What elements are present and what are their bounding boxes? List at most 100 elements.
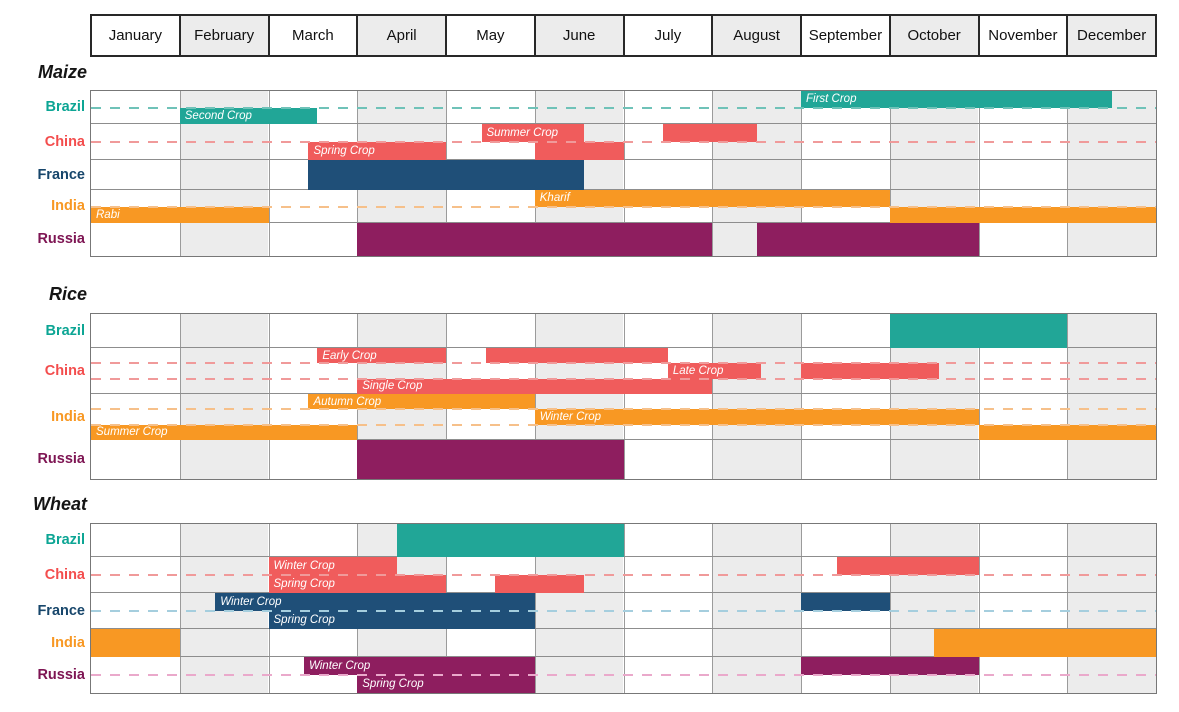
grid-row xyxy=(91,314,1156,348)
month-header-cell: July xyxy=(622,16,712,55)
country-label: Brazil xyxy=(45,532,86,548)
dashed-line xyxy=(91,574,1156,576)
section-grid: Early Crop Late Crop Single Crop Autumn Cro… xyxy=(90,313,1157,480)
dashed-line xyxy=(91,610,1156,612)
crop-bar: Summer Crop xyxy=(481,124,584,142)
grid-column xyxy=(268,314,358,479)
grid-row: Winter Crop Spring Crop xyxy=(91,557,1156,593)
grid-column xyxy=(623,314,713,479)
month-header-cell: September xyxy=(800,16,889,55)
section-title: Rice xyxy=(48,284,87,304)
dashed-line xyxy=(91,141,1156,143)
bar-label: Spring Crop xyxy=(273,614,335,626)
crop-bar xyxy=(485,348,668,364)
dashed-line xyxy=(91,423,1156,426)
crop-bar: Spring Crop xyxy=(268,611,535,629)
bar-label: Winter Crop xyxy=(220,596,282,608)
country-label: Brazil xyxy=(45,323,86,339)
country-label: Russia xyxy=(37,451,85,467)
bar-label: Late Crop xyxy=(672,364,724,377)
bar-label: Winter Crop xyxy=(539,410,601,423)
country-label: France xyxy=(37,167,85,183)
bar-label: Early Crop xyxy=(322,349,377,362)
crop-bar xyxy=(801,363,939,379)
crop-bar xyxy=(836,557,979,575)
crop-bar xyxy=(494,575,584,593)
grid-column xyxy=(712,314,801,479)
month-header-cell: October xyxy=(888,16,978,55)
dashed-line xyxy=(91,362,1156,365)
bar-label: Rabi xyxy=(96,208,120,221)
month-header-cell: January xyxy=(108,27,163,44)
grid-column xyxy=(1067,524,1156,693)
crop-bar xyxy=(978,424,1156,440)
dashed-line xyxy=(91,674,1156,676)
grid-column xyxy=(801,91,890,256)
crop-bar: Summer Crop xyxy=(91,424,358,440)
section-grid: First Crop Second Crop Summer Crop Spring C… xyxy=(90,90,1157,257)
crop-bar xyxy=(663,124,757,142)
crop-bar: Rabi xyxy=(91,206,269,223)
bar-label: First Crop xyxy=(806,93,857,106)
country-label: China xyxy=(44,567,85,583)
month-header: January February March April May June July Augu… xyxy=(90,14,1157,57)
bar-label: Spring Crop xyxy=(273,578,335,590)
crop-bar xyxy=(91,629,180,657)
country-label: India xyxy=(51,409,85,425)
grid-row xyxy=(91,524,1156,557)
bar-label: Autumn Crop xyxy=(313,395,382,408)
crop-bar xyxy=(889,314,1068,348)
crop-bar: Late Crop xyxy=(667,363,762,379)
month-header-cell: April xyxy=(356,16,445,55)
crop-bar: Spring Crop xyxy=(308,142,446,160)
country-label: France xyxy=(37,603,85,619)
grid-column xyxy=(1067,314,1156,479)
grid-row: Kharif Rabi xyxy=(91,190,1156,223)
crop-bar: Kharif xyxy=(534,190,890,207)
crop-bar: Winter Crop xyxy=(215,593,535,611)
grid-column xyxy=(801,314,890,479)
bar-label: Winter Crop xyxy=(273,560,335,572)
country-label: Brazil xyxy=(45,99,86,115)
crop-bar: Winter Crop xyxy=(304,657,535,675)
section-title: Wheat xyxy=(33,494,87,514)
crop-bar: Second Crop xyxy=(179,107,318,124)
month-header-cell: November xyxy=(977,16,1067,55)
grid-row: Early Crop Late Crop Single Crop xyxy=(91,348,1156,394)
grid-row xyxy=(91,223,1156,256)
month-header-cell: February xyxy=(178,16,268,55)
crop-bar: Early Crop xyxy=(317,348,446,364)
grid-column xyxy=(268,91,358,256)
dashed-line xyxy=(91,408,1156,411)
country-label: India xyxy=(51,198,85,214)
grid-column xyxy=(623,91,713,256)
crop-bar xyxy=(889,206,1156,223)
crop-bar: Single Crop xyxy=(357,378,713,394)
grid-column xyxy=(712,524,801,693)
month-header-cell: August xyxy=(711,16,800,55)
grid-row: Winter Crop Spring Crop xyxy=(91,657,1156,693)
bar-label: Second Crop xyxy=(184,109,252,122)
bar-label: Kharif xyxy=(539,192,570,205)
grid-row: First Crop Second Crop xyxy=(91,91,1156,124)
crop-bar xyxy=(756,223,979,256)
month-header-cell: June xyxy=(533,16,623,55)
crop-bar xyxy=(397,524,624,557)
country-label: China xyxy=(44,134,85,150)
crop-bar: Spring Crop xyxy=(357,675,535,693)
bar-label: Spring Crop xyxy=(362,678,424,690)
country-label: Russia xyxy=(37,231,85,247)
month-header-cell: May xyxy=(445,16,534,55)
bar-label: Winter Crop xyxy=(309,660,371,672)
grid-column xyxy=(623,524,713,693)
bar-label: Spring Crop xyxy=(313,145,375,157)
crop-bar xyxy=(934,629,1156,657)
grid-column xyxy=(978,524,1068,693)
crop-bar: Winter Crop xyxy=(268,557,398,575)
bar-label: Summer Crop xyxy=(486,127,559,139)
country-label: China xyxy=(44,363,85,379)
country-label: Russia xyxy=(37,667,85,683)
crop-bar xyxy=(801,657,979,675)
grid-column xyxy=(978,91,1068,256)
